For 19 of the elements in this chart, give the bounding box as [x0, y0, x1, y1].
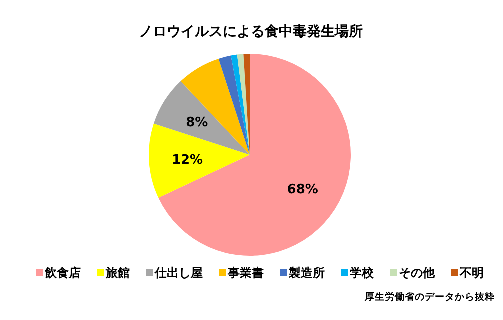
legend-label: 事業書 — [227, 266, 264, 280]
pie-slice — [180, 58, 250, 155]
data-label: 8% — [186, 115, 208, 130]
pie-slice — [231, 54, 250, 155]
legend-label: 飲食店 — [44, 266, 81, 280]
text: 厚生労働省のデータから抜粋 — [364, 291, 495, 303]
pie-slice — [237, 54, 250, 155]
pie-slice — [158, 54, 351, 256]
data-label: 68% — [287, 182, 318, 198]
legend-label: 仕出し屋 — [154, 266, 203, 280]
pie-slice — [218, 56, 250, 155]
legend-label: 不明 — [459, 266, 484, 280]
pie-slice — [154, 81, 250, 155]
chart-title: ノロウイルスによる食中毒発生場所 — [139, 24, 363, 40]
legend-label: 学校 — [350, 266, 375, 280]
data-label: 12% — [172, 152, 204, 168]
legend-label: 旅館 — [105, 266, 130, 280]
legend-label: 製造所 — [288, 266, 325, 280]
legend-label: その他 — [399, 266, 436, 280]
